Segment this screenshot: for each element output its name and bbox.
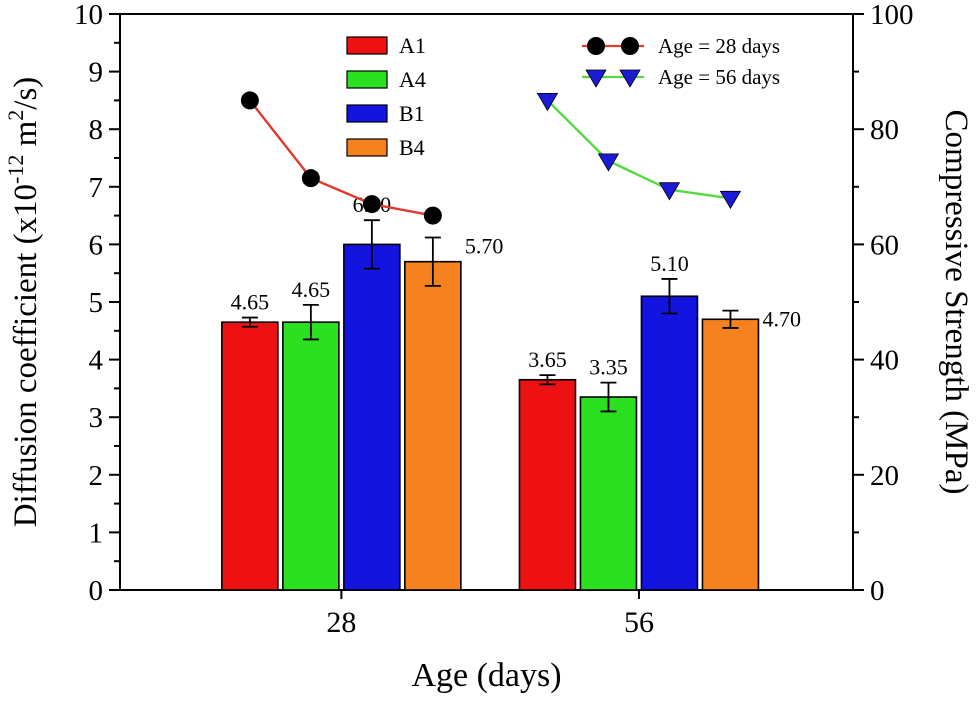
legend-swatch-A4 — [346, 70, 388, 89]
bar-value-label: 4.65 — [292, 277, 331, 302]
circle-marker — [301, 169, 320, 188]
bar-B1-56 — [640, 295, 699, 591]
trend-line-0 — [248, 99, 434, 217]
legend-label-B4: B4 — [399, 135, 425, 160]
bar-B4-28 — [404, 260, 462, 591]
bar-B1-28 — [343, 243, 401, 591]
trend-line-1 — [546, 99, 731, 200]
right-axis-tick-label: 40 — [870, 345, 899, 377]
left-axis-tick-label: 3 — [89, 402, 104, 434]
legend-triangle-marker — [585, 69, 607, 88]
legend-label-B1: B1 — [399, 101, 425, 126]
triangle-down-marker — [597, 153, 620, 172]
legend-label-A1: A1 — [399, 33, 426, 58]
x-axis-tick-label: 56 — [624, 606, 654, 639]
left-axis-tick-label: 1 — [89, 517, 104, 549]
bar-value-label: 4.65 — [231, 290, 270, 315]
right-axis-tick-label: 100 — [870, 0, 914, 31]
bar-A4-56 — [579, 396, 638, 591]
bar-A1-56 — [518, 378, 577, 591]
bar-value-label: 4.70 — [762, 307, 801, 332]
left-axis-tick-label: 6 — [89, 229, 104, 261]
legend-swatch-A1 — [346, 36, 388, 55]
bar-value-label: 3.35 — [589, 355, 628, 380]
right-axis-tick-label: 60 — [870, 229, 899, 261]
triangle-down-marker — [719, 190, 742, 210]
x-axis-tick-label: 28 — [326, 606, 356, 639]
left-axis-tick-label: 2 — [89, 460, 104, 492]
left-axis-tick-label: 5 — [89, 287, 104, 319]
right-axis-tick-label: 20 — [870, 460, 899, 492]
circle-marker — [240, 91, 259, 110]
left-axis-tick-label: 0 — [89, 575, 104, 607]
left-axis-tick-label: 7 — [89, 172, 104, 204]
legend-label-A4: A4 — [399, 67, 426, 92]
bar-value-label: 5.70 — [465, 233, 504, 258]
bar-value-label: 3.65 — [528, 347, 567, 372]
right-axis-title: Compressive Strength (MPa) — [938, 110, 974, 495]
legend-swatch-B1 — [346, 104, 388, 123]
legend-triangle-marker — [619, 69, 641, 88]
right-axis-tick-label: 80 — [870, 114, 899, 146]
left-axis-tick-label: 9 — [89, 57, 104, 89]
left-axis-title: Diffusion coefficient (x10-12 m2/s) — [3, 77, 44, 528]
circle-marker — [423, 206, 442, 225]
legend-swatch-B4 — [346, 138, 388, 157]
bar-A1-28 — [221, 321, 279, 591]
legend-circle-marker — [621, 37, 639, 55]
legend-line-label: Age = 28 days — [658, 34, 780, 58]
legend-line-label: Age = 56 days — [658, 65, 780, 89]
triangle-down-marker — [536, 93, 559, 112]
triangle-down-marker — [658, 182, 681, 201]
bar-A4-28 — [282, 321, 340, 591]
left-axis-tick-label: 4 — [89, 345, 104, 377]
bar-value-label: 5.10 — [650, 251, 689, 276]
left-axis-tick-label: 8 — [89, 114, 104, 146]
right-axis-tick-label: 0 — [870, 575, 885, 607]
bar-B4-56 — [701, 318, 760, 591]
circle-marker — [362, 195, 381, 214]
legend-circle-marker — [587, 37, 605, 55]
x-axis-title: Age (days) — [411, 657, 561, 694]
left-axis-tick-label: 10 — [74, 0, 103, 31]
